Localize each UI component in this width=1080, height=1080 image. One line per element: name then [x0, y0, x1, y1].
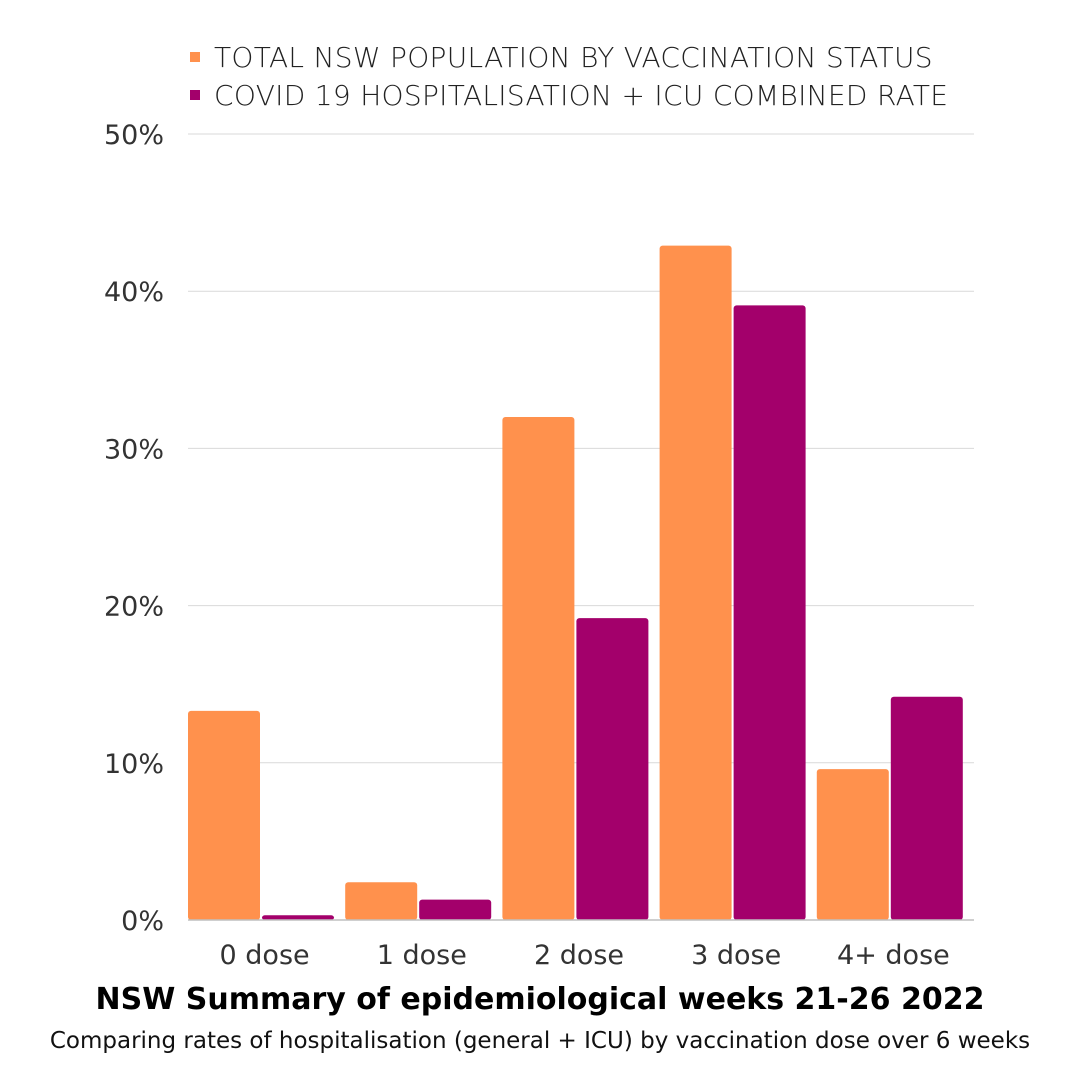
legend-swatch-population	[190, 52, 200, 62]
x-tick-label: 4+ dose	[837, 940, 950, 971]
bar-hospitalisation	[733, 305, 806, 920]
x-tick-label: 3 dose	[691, 940, 781, 971]
bar-population	[188, 710, 260, 920]
bar-hospitalisation	[262, 915, 334, 920]
x-tick-label: 2 dose	[534, 940, 624, 971]
bar-population	[502, 416, 575, 920]
chart-subtitle: Comparing rates of hospitalisation (gene…	[49, 1028, 1031, 1054]
legend-item-population: TOTAL NSW POPULATION BY VACCINATION STAT…	[190, 38, 948, 76]
y-tick-label: 10%	[104, 749, 164, 780]
bar-population	[345, 882, 418, 920]
chart-legend: TOTAL NSW POPULATION BY VACCINATION STAT…	[190, 38, 948, 114]
y-tick-label: 20%	[104, 592, 164, 623]
y-tick-label: 40%	[104, 277, 164, 308]
bar-hospitalisation	[419, 899, 492, 920]
y-tick-label: 50%	[104, 120, 164, 151]
bar-population	[659, 245, 732, 920]
x-tick-label: 1 dose	[377, 940, 467, 971]
bar-hospitalisation	[576, 618, 649, 920]
legend-label-population: TOTAL NSW POPULATION BY VACCINATION STAT…	[214, 40, 933, 74]
y-tick-label: 30%	[104, 434, 164, 465]
legend-swatch-hospitalisation	[190, 90, 200, 100]
bar-hospitalisation	[890, 696, 963, 920]
legend-item-hospitalisation: COVID 19 HOSPITALISATION + ICU COMBINED …	[190, 76, 948, 114]
legend-label-hospitalisation: COVID 19 HOSPITALISATION + ICU COMBINED …	[214, 78, 949, 112]
x-tick-label: 0 dose	[220, 940, 310, 971]
chart-title: NSW Summary of epidemiological weeks 21-…	[95, 982, 985, 1017]
y-tick-label: 0%	[121, 906, 164, 937]
bar-population	[816, 769, 889, 920]
